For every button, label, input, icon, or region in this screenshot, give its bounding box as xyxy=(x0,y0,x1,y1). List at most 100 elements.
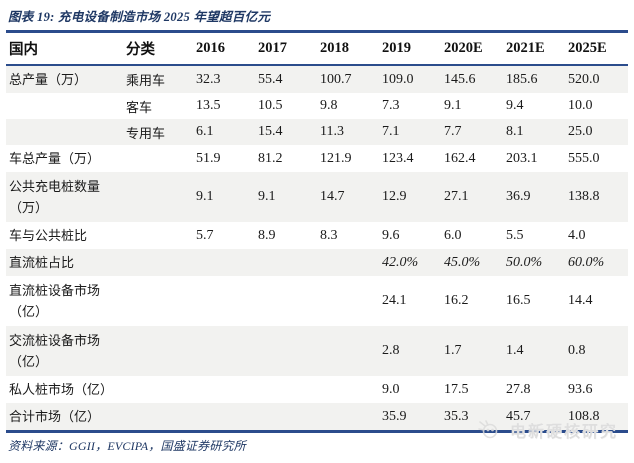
category-cell xyxy=(124,172,194,222)
value-cell xyxy=(318,326,380,376)
source-note: 资料来源：GGII，EVCIPA，国盛证券研究所 xyxy=(8,439,246,453)
value-cell: 45.7 xyxy=(506,408,531,424)
row-label-cell: 公共充电桩数量 （万） xyxy=(9,179,101,215)
category-cell: 乘用车 xyxy=(126,73,166,88)
table-row: 车与公共桩比 5.7 8.9 8.3 9.6 6.0 5.5 4.0 xyxy=(6,222,628,249)
value-cell: 100.7 xyxy=(320,71,352,87)
value-cell: 36.9 xyxy=(506,189,531,204)
row-label-cell: 合计市场（亿） xyxy=(9,409,101,424)
value-cell: 138.8 xyxy=(568,189,600,204)
market-forecast-table: 国内 分类 2016 2017 2018 2019 2020E 2021E 2025E 总产量（… xyxy=(6,30,628,433)
category-cell xyxy=(124,326,194,376)
column-header: 2019 xyxy=(380,31,442,66)
column-header: 2016 xyxy=(194,31,256,66)
value-cell xyxy=(318,249,380,276)
value-cell xyxy=(256,276,318,326)
value-cell: 8.9 xyxy=(258,227,276,243)
value-cell: 25.0 xyxy=(568,124,593,139)
value-cell: 16.5 xyxy=(506,293,531,308)
value-cell xyxy=(318,376,380,403)
row-label-cell: 直流桩占比 xyxy=(9,255,75,270)
value-cell: 17.5 xyxy=(444,381,469,397)
category-cell: 专用车 xyxy=(126,125,166,141)
value-cell: 9.1 xyxy=(444,98,462,113)
value-cell: 27.1 xyxy=(444,189,469,204)
watermark: 电新硬核研究 xyxy=(476,418,618,442)
value-cell: 10.0 xyxy=(568,98,593,113)
row-label-cell xyxy=(6,93,124,119)
value-cell: 10.5 xyxy=(258,98,283,113)
row-label-cell: 直流桩设备市场 （亿） xyxy=(9,283,101,319)
value-cell: 35.3 xyxy=(444,408,469,424)
value-cell: 9.0 xyxy=(382,381,400,397)
value-cell: 9.8 xyxy=(320,98,338,113)
category-cell: 客车 xyxy=(126,99,153,115)
column-header: 2018 xyxy=(318,31,380,66)
value-cell: 123.4 xyxy=(382,150,414,166)
row-label-cell: 车总产量（万） xyxy=(9,151,101,166)
value-cell: 16.2 xyxy=(444,293,469,308)
column-header: 2021E xyxy=(504,31,566,66)
value-cell: 45.0% xyxy=(444,254,481,270)
table-row: 车总产量（万） 51.9 81.2 121.9 123.4 162.4 203.1 555.0 xyxy=(6,145,628,172)
value-cell xyxy=(318,403,380,432)
value-cell: 1.4 xyxy=(506,343,524,358)
value-cell: 42.0% xyxy=(382,254,419,270)
value-cell: 9.1 xyxy=(196,189,214,204)
column-header: 分类 xyxy=(124,31,194,66)
value-cell: 11.3 xyxy=(320,124,344,139)
table-row: 直流桩设备市场 （亿） 24.1 16.2 16.5 14.4 xyxy=(6,276,628,326)
value-cell xyxy=(256,249,318,276)
category-cell xyxy=(124,249,194,276)
paw-logo-icon xyxy=(476,418,502,442)
figure-title: 图表 19: 充电设备制造市场 2025 年望超百亿元 xyxy=(8,10,271,24)
table-row: 合计市场（亿） 35.9 35.3 45.7 108.8 xyxy=(6,403,628,432)
value-cell: 51.9 xyxy=(196,150,221,166)
value-cell: 2.8 xyxy=(382,343,400,358)
value-cell: 108.8 xyxy=(568,408,600,424)
table-header-row: 国内 分类 2016 2017 2018 2019 2020E 2021E 2025E xyxy=(6,31,628,66)
value-cell: 50.0% xyxy=(506,254,543,270)
value-cell: 12.9 xyxy=(382,189,407,204)
value-cell: 7.7 xyxy=(444,124,462,139)
value-cell: 109.0 xyxy=(382,71,414,87)
table-row: 交流桩设备市场 （亿） 2.8 1.7 1.4 0.8 xyxy=(6,326,628,376)
value-cell: 15.4 xyxy=(258,124,283,139)
value-cell: 55.4 xyxy=(258,71,283,87)
table-row: 公共充电桩数量 （万） 9.1 9.1 14.7 12.9 27.1 36.9 138.8 xyxy=(6,172,628,222)
table-row: 私人桩市场（亿） 9.0 17.5 27.8 93.6 xyxy=(6,376,628,403)
category-cell xyxy=(124,376,194,403)
table-row: 专用车 6.1 15.4 11.3 7.1 7.7 8.1 25.0 xyxy=(6,119,628,145)
value-cell xyxy=(318,276,380,326)
row-label-cell xyxy=(6,119,124,145)
value-cell: 6.0 xyxy=(444,227,462,243)
value-cell xyxy=(194,403,256,432)
table-row: 直流桩占比 42.0% 45.0% 50.0% 60.0% xyxy=(6,249,628,276)
value-cell: 24.1 xyxy=(382,293,407,308)
value-cell: 5.7 xyxy=(196,227,214,243)
table-body: 总产量（万） 乘用车 32.3 55.4 100.7 109.0 145.6 185.6 520… xyxy=(6,65,628,432)
value-cell: 9.1 xyxy=(258,189,276,204)
value-cell xyxy=(256,326,318,376)
value-cell: 555.0 xyxy=(568,150,600,166)
value-cell: 35.9 xyxy=(382,408,407,424)
column-header: 2020E xyxy=(442,31,504,66)
row-label-cell: 总产量（万） xyxy=(9,72,88,87)
value-cell: 93.6 xyxy=(568,381,593,397)
table-row: 总产量（万） 乘用车 32.3 55.4 100.7 109.0 145.6 185.6 520… xyxy=(6,65,628,93)
value-cell: 9.4 xyxy=(506,98,524,113)
value-cell: 121.9 xyxy=(320,150,352,166)
value-cell: 7.1 xyxy=(382,124,400,139)
value-cell: 8.3 xyxy=(320,227,338,243)
row-label-cell: 私人桩市场（亿） xyxy=(9,382,114,397)
watermark-text: 电新硬核研究 xyxy=(509,424,618,441)
category-cell xyxy=(124,222,194,249)
column-header: 2025E xyxy=(566,31,628,66)
column-header: 2017 xyxy=(256,31,318,66)
value-cell: 520.0 xyxy=(568,71,600,87)
value-cell: 185.6 xyxy=(506,71,538,87)
table-row: 客车 13.5 10.5 9.8 7.3 9.1 9.4 10.0 xyxy=(6,93,628,119)
value-cell: 8.1 xyxy=(506,124,524,139)
value-cell xyxy=(194,276,256,326)
